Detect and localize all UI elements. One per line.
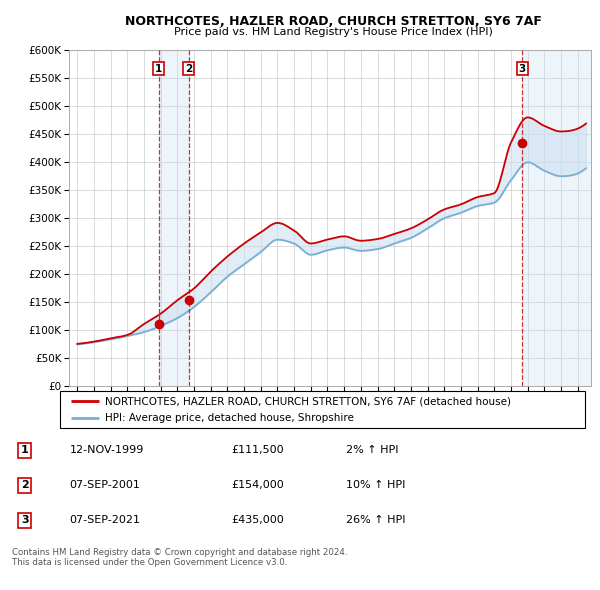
Text: Price paid vs. HM Land Registry's House Price Index (HPI): Price paid vs. HM Land Registry's House … (173, 27, 493, 37)
FancyBboxPatch shape (60, 391, 585, 428)
Text: £435,000: £435,000 (231, 515, 284, 525)
Text: 2: 2 (185, 64, 193, 74)
Text: 3: 3 (21, 515, 28, 525)
Bar (522, 50, 591, 386)
Text: 1: 1 (21, 445, 29, 455)
Text: 26% ↑ HPI: 26% ↑ HPI (346, 515, 406, 525)
Text: 2: 2 (21, 480, 29, 490)
Text: £154,000: £154,000 (231, 480, 284, 490)
Text: NORTHCOTES, HAZLER ROAD, CHURCH STRETTON, SY6 7AF: NORTHCOTES, HAZLER ROAD, CHURCH STRETTON… (125, 15, 541, 28)
Text: 12-NOV-1999: 12-NOV-1999 (70, 445, 144, 455)
Text: 1: 1 (155, 64, 162, 74)
Text: 3: 3 (518, 64, 526, 74)
Text: 07-SEP-2021: 07-SEP-2021 (70, 515, 140, 525)
Text: £111,500: £111,500 (231, 445, 284, 455)
Text: 07-SEP-2001: 07-SEP-2001 (70, 480, 140, 490)
Text: Contains HM Land Registry data © Crown copyright and database right 2024.
This d: Contains HM Land Registry data © Crown c… (12, 548, 347, 567)
Bar (158, 50, 189, 386)
Text: 2% ↑ HPI: 2% ↑ HPI (346, 445, 398, 455)
Text: 10% ↑ HPI: 10% ↑ HPI (346, 480, 406, 490)
Text: NORTHCOTES, HAZLER ROAD, CHURCH STRETTON, SY6 7AF (detached house): NORTHCOTES, HAZLER ROAD, CHURCH STRETTON… (104, 396, 511, 406)
Text: HPI: Average price, detached house, Shropshire: HPI: Average price, detached house, Shro… (104, 413, 353, 423)
